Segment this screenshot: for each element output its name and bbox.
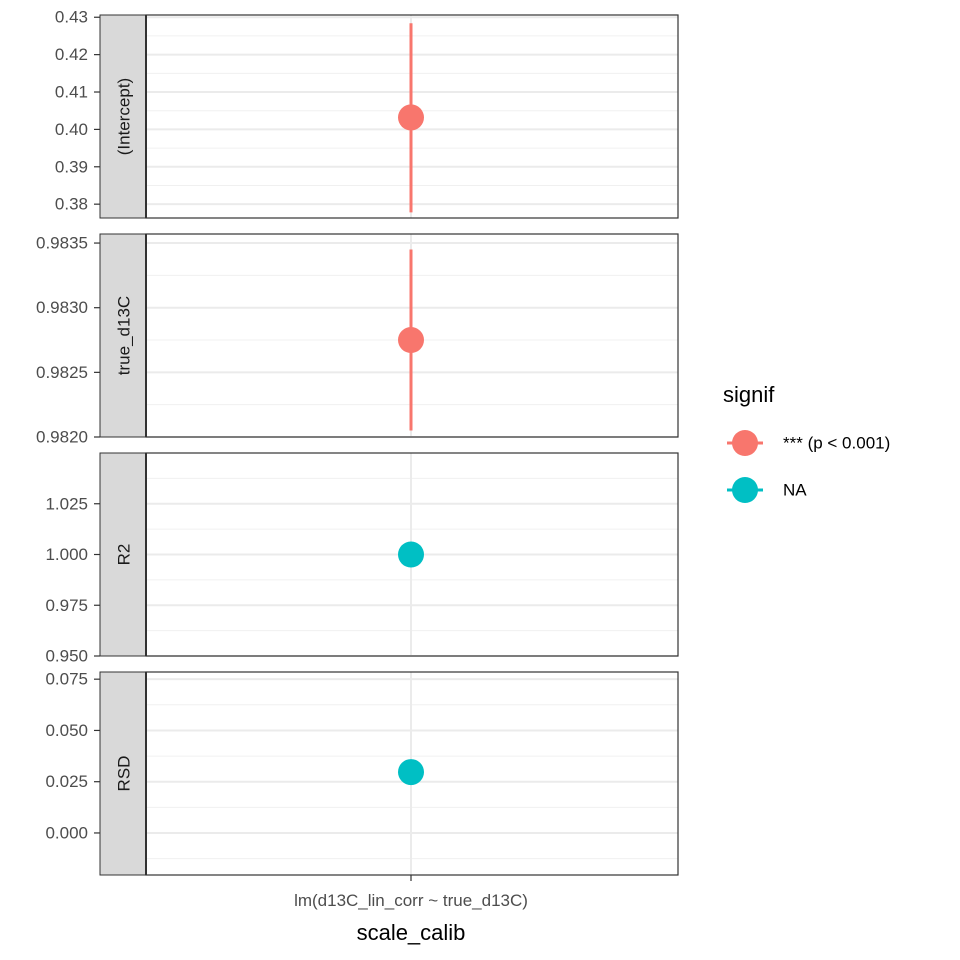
facet-strip (99, 233, 147, 438)
facet-panel-1: true_d13C 0.9820 0.9825 0.9830 0.9835 (36, 233, 679, 447)
y-tick-label: 0.41 (55, 83, 88, 102)
y-tick-label: 0.975 (45, 596, 88, 615)
y-tick-label: 0.43 (55, 8, 88, 27)
panel-border (145, 671, 679, 876)
legend-items: *** (p < 0.001) NA (727, 430, 890, 503)
data-point (398, 541, 424, 568)
y-tick-label: 0.9835 (36, 234, 88, 253)
facet-strip (99, 671, 147, 876)
panel-border (145, 452, 679, 657)
legend-label: NA (783, 481, 807, 500)
y-tick-label: 0.38 (55, 195, 88, 214)
data-point (398, 327, 424, 354)
x-tick-label: lm(d13C_lin_corr ~ true_d13C) (294, 891, 528, 910)
y-tick-label: 0.025 (45, 772, 88, 791)
facet-strip-label: R2 (115, 544, 134, 566)
data-point (398, 104, 424, 131)
facet-panel-0: (Intercept) 0.38 0.39 0.40 0.41 0.42 0.43 (55, 8, 679, 219)
facet-strip-label: true_d13C (115, 296, 134, 375)
panel-border (145, 14, 679, 219)
x-axis-title: scale_calib (357, 920, 466, 945)
legend-title: signif (723, 382, 775, 407)
y-tick-label: 1.000 (45, 545, 88, 564)
facet-panel-3: RSD 0.000 0.025 0.050 0.075 (45, 670, 679, 876)
panel-border (145, 233, 679, 438)
facet-panel-2: R2 0.950 0.975 1.000 1.025 (45, 452, 679, 666)
legend-item: *** (p < 0.001) (727, 430, 890, 456)
facet-strip-label: (Intercept) (115, 78, 134, 155)
legend-item: NA (727, 477, 807, 503)
y-tick-label: 0.40 (55, 120, 88, 139)
facet-strip (99, 452, 147, 657)
facet-strip-label: RSD (115, 756, 134, 792)
panels-layer: (Intercept) 0.38 0.39 0.40 0.41 0.42 0.43 true_… (36, 8, 679, 881)
data-point (398, 759, 424, 786)
facet-strip (99, 14, 147, 219)
y-tick-label: 0.39 (55, 157, 88, 176)
y-tick-label: 0.9825 (36, 363, 88, 382)
y-tick-label: 0.075 (45, 670, 88, 689)
y-tick-label: 0.000 (45, 823, 88, 842)
legend-label: *** (p < 0.001) (783, 434, 890, 453)
y-tick-label: 0.9820 (36, 428, 88, 447)
legend: signif *** (p < 0.001) NA (723, 382, 890, 503)
y-tick-label: 0.9830 (36, 298, 88, 317)
y-tick-label: 0.950 (45, 647, 88, 666)
y-tick-label: 0.050 (45, 721, 88, 740)
legend-key-point (732, 430, 758, 456)
y-tick-label: 1.025 (45, 494, 88, 513)
y-tick-label: 0.42 (55, 45, 88, 64)
legend-key-point (732, 477, 758, 503)
